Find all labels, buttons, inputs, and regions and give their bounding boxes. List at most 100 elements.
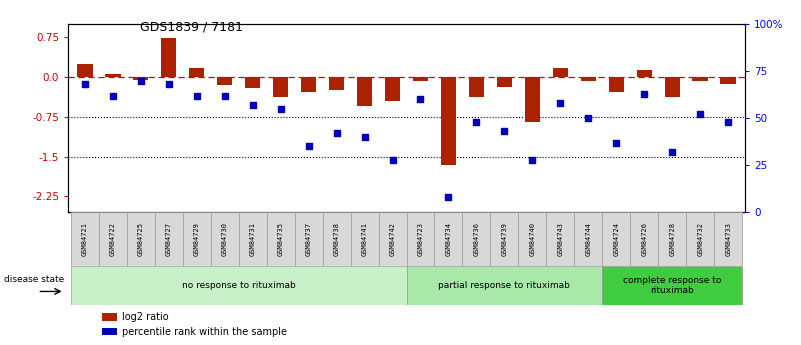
Bar <box>441 77 456 165</box>
Bar <box>553 68 568 77</box>
Bar <box>406 266 602 305</box>
Bar <box>490 212 518 266</box>
Bar <box>581 77 596 81</box>
Bar <box>609 77 624 92</box>
Bar <box>70 212 99 266</box>
Bar <box>155 212 183 266</box>
Bar <box>693 77 708 81</box>
Bar <box>211 212 239 266</box>
Bar <box>102 313 117 321</box>
Text: GSM84725: GSM84725 <box>138 222 144 256</box>
Bar <box>686 212 714 266</box>
Bar <box>720 77 736 84</box>
Point <box>554 100 567 106</box>
Bar <box>413 77 429 81</box>
Bar <box>273 77 288 97</box>
Text: GSM84731: GSM84731 <box>250 222 256 256</box>
Text: GSM84740: GSM84740 <box>529 222 535 256</box>
Point <box>78 81 91 87</box>
Bar <box>714 212 743 266</box>
Point <box>638 91 650 97</box>
Bar <box>518 212 546 266</box>
Point <box>191 93 203 98</box>
Text: GSM84726: GSM84726 <box>642 222 647 256</box>
Bar <box>658 212 686 266</box>
Point <box>135 78 147 83</box>
Bar <box>295 212 323 266</box>
Bar <box>323 212 351 266</box>
Text: GSM84738: GSM84738 <box>333 222 340 256</box>
Point <box>694 112 706 117</box>
Bar <box>379 212 406 266</box>
Point <box>219 93 231 98</box>
Bar <box>384 77 400 101</box>
Bar <box>665 77 680 97</box>
Bar <box>217 77 232 85</box>
Bar <box>406 212 434 266</box>
Text: GSM84735: GSM84735 <box>278 222 284 256</box>
Point <box>386 157 399 162</box>
Bar <box>105 75 120 77</box>
Bar <box>102 328 117 335</box>
Text: GSM84741: GSM84741 <box>361 222 368 256</box>
Point <box>666 149 678 155</box>
Bar <box>70 266 406 305</box>
Text: GSM84739: GSM84739 <box>501 222 507 256</box>
Bar <box>329 77 344 90</box>
Text: GSM84733: GSM84733 <box>725 222 731 256</box>
Point <box>610 140 622 145</box>
Text: log2 ratio: log2 ratio <box>123 313 169 322</box>
Bar <box>183 212 211 266</box>
Bar <box>630 212 658 266</box>
Point <box>414 97 427 102</box>
Bar <box>497 77 512 87</box>
Text: GSM84732: GSM84732 <box>697 222 703 256</box>
Bar <box>239 212 267 266</box>
Text: GSM84743: GSM84743 <box>557 222 563 256</box>
Bar <box>469 77 484 97</box>
Text: GSM84734: GSM84734 <box>445 222 452 256</box>
Text: GSM84722: GSM84722 <box>110 222 116 256</box>
Point <box>246 102 259 108</box>
Bar <box>434 212 462 266</box>
Text: no response to rituximab: no response to rituximab <box>182 281 296 290</box>
Bar <box>301 77 316 92</box>
Point <box>274 106 287 111</box>
Text: GSM84744: GSM84744 <box>586 222 591 256</box>
Text: GSM84723: GSM84723 <box>417 222 424 256</box>
Text: GSM84742: GSM84742 <box>389 222 396 256</box>
Bar <box>245 77 260 88</box>
Text: partial response to rituximab: partial response to rituximab <box>438 281 570 290</box>
Point <box>358 134 371 140</box>
Text: GDS1839 / 7181: GDS1839 / 7181 <box>140 21 244 34</box>
Bar <box>574 212 602 266</box>
Bar <box>546 212 574 266</box>
Bar <box>602 212 630 266</box>
Text: GSM84736: GSM84736 <box>473 222 480 256</box>
Point <box>302 144 315 149</box>
Text: GSM84730: GSM84730 <box>222 222 227 256</box>
Bar <box>161 38 176 77</box>
Text: GSM84727: GSM84727 <box>166 222 171 256</box>
Text: percentile rank within the sample: percentile rank within the sample <box>123 327 288 337</box>
Point <box>470 119 483 125</box>
Bar <box>127 212 155 266</box>
Bar <box>267 212 295 266</box>
Text: disease state: disease state <box>4 275 64 284</box>
Point <box>163 81 175 87</box>
Bar <box>99 212 127 266</box>
Point <box>526 157 539 162</box>
Point <box>330 130 343 136</box>
Bar <box>525 77 540 122</box>
Bar <box>602 266 743 305</box>
Text: GSM84729: GSM84729 <box>194 222 199 256</box>
Bar <box>77 64 93 77</box>
Point <box>722 119 735 125</box>
Bar <box>462 212 490 266</box>
Point <box>498 129 511 134</box>
Text: complete response to
rituximab: complete response to rituximab <box>623 276 722 295</box>
Bar <box>133 77 148 80</box>
Bar <box>351 212 379 266</box>
Point <box>582 115 594 121</box>
Bar <box>189 68 204 77</box>
